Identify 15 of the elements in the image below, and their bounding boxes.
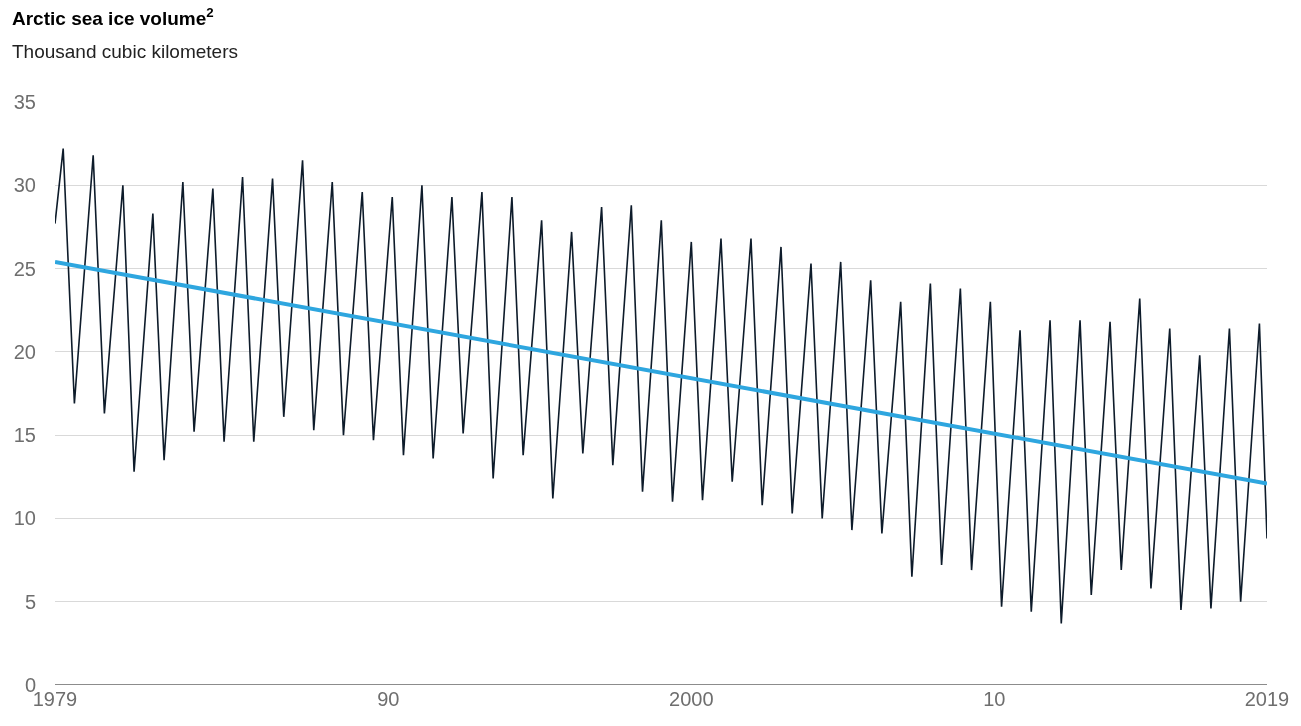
y-tick-label: 20 — [13, 340, 36, 363]
y-tick-label: 5 — [24, 590, 36, 613]
y-tick-label: 15 — [13, 424, 36, 447]
y-tick-label: 0 — [24, 674, 36, 696]
chart-title: Arctic sea ice volume$^{2}$ — [12, 5, 214, 29]
y-tick-label: 25 — [13, 257, 36, 280]
chart-subtitle: Thousand cubic kilometers — [12, 41, 238, 62]
x-tick-label: 10 — [983, 688, 1006, 710]
y-tick-label: 35 — [13, 91, 36, 113]
line-series — [55, 147, 1267, 625]
x-tick-label: 2000 — [669, 688, 714, 710]
x-tick-label: 90 — [377, 688, 400, 710]
y-tick-label: 10 — [13, 507, 36, 530]
x-tick-label: 2019 — [1244, 688, 1290, 710]
y-tick-label: 30 — [13, 174, 36, 197]
